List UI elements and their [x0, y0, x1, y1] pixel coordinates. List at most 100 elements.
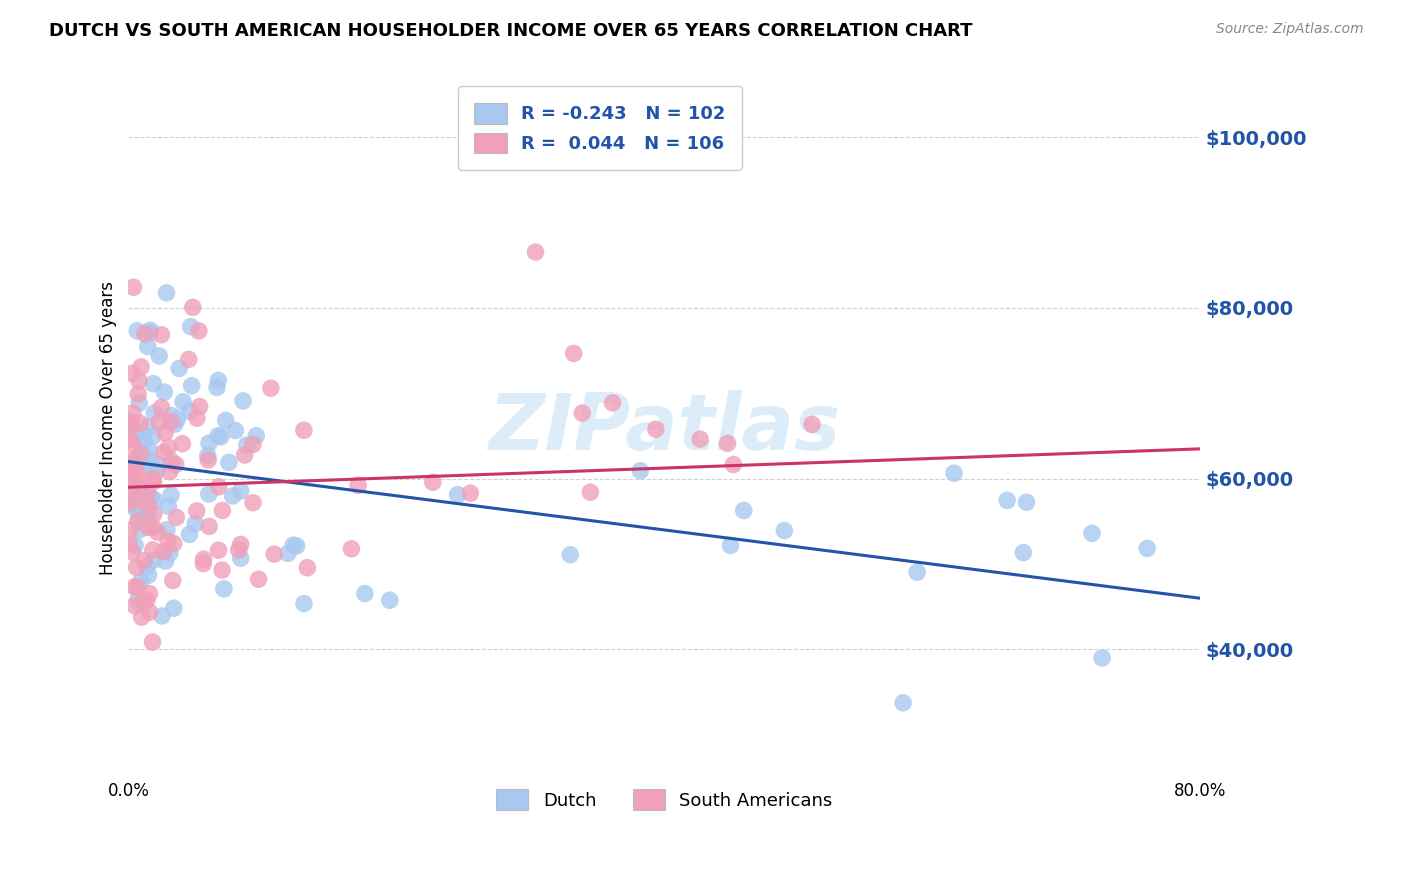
Point: [138, 568, 160, 582]
Text: ZIPatlas: ZIPatlas: [488, 390, 841, 466]
Point: [214, 413, 236, 427]
Point: [172, 394, 194, 409]
Point: [716, 436, 738, 450]
Point: [120, 476, 142, 491]
Point: [446, 488, 468, 502]
Point: [138, 505, 160, 519]
Point: [193, 557, 215, 571]
Point: [153, 425, 176, 440]
Point: [127, 387, 149, 401]
Point: [120, 419, 142, 434]
Point: [135, 450, 157, 465]
Point: [571, 406, 593, 420]
Point: [221, 489, 243, 503]
Point: [260, 381, 283, 395]
Point: [135, 511, 157, 525]
Point: [118, 433, 141, 447]
Point: [1012, 546, 1035, 560]
Point: [127, 493, 149, 508]
Point: [127, 593, 149, 607]
Point: [138, 605, 160, 619]
Point: [162, 574, 184, 588]
Point: [138, 499, 160, 513]
Point: [165, 510, 187, 524]
Point: [181, 300, 204, 314]
Legend: Dutch, South Americans: Dutch, South Americans: [482, 775, 848, 824]
Point: [245, 429, 267, 443]
Point: [292, 423, 315, 437]
Point: [124, 461, 146, 475]
Point: [187, 324, 209, 338]
Point: [127, 479, 149, 493]
Point: [198, 436, 221, 450]
Point: [122, 453, 145, 467]
Point: [118, 483, 141, 497]
Point: [143, 406, 166, 420]
Point: [122, 432, 145, 446]
Point: [150, 401, 173, 415]
Point: [135, 497, 157, 511]
Point: [142, 475, 165, 489]
Point: [723, 458, 745, 472]
Point: [242, 496, 264, 510]
Point: [562, 346, 585, 360]
Point: [142, 376, 165, 391]
Point: [136, 520, 159, 534]
Point: [120, 459, 142, 474]
Point: [127, 580, 149, 594]
Point: [124, 538, 146, 552]
Point: [208, 480, 231, 494]
Point: [125, 465, 148, 479]
Point: [122, 280, 145, 294]
Point: [198, 519, 221, 533]
Point: [157, 534, 180, 549]
Point: [132, 553, 155, 567]
Point: [124, 580, 146, 594]
Point: [136, 485, 159, 500]
Point: [129, 446, 152, 460]
Point: [159, 415, 181, 429]
Point: [160, 488, 183, 502]
Point: [139, 323, 162, 337]
Point: [135, 593, 157, 607]
Point: [340, 541, 363, 556]
Point: [120, 496, 142, 510]
Point: [132, 428, 155, 442]
Point: [125, 425, 148, 440]
Point: [197, 449, 219, 463]
Point: [232, 393, 254, 408]
Point: [943, 466, 966, 480]
Point: [773, 524, 796, 538]
Point: [121, 367, 143, 381]
Point: [139, 326, 162, 340]
Point: [152, 544, 174, 558]
Point: [212, 582, 235, 596]
Point: [121, 496, 143, 510]
Point: [132, 594, 155, 608]
Point: [118, 537, 141, 551]
Point: [1081, 526, 1104, 541]
Point: [142, 429, 165, 443]
Point: [283, 538, 305, 552]
Point: [148, 349, 170, 363]
Point: [120, 523, 142, 537]
Point: [131, 610, 153, 624]
Point: [285, 539, 308, 553]
Point: [127, 324, 149, 338]
Point: [1015, 495, 1038, 509]
Point: [247, 572, 270, 586]
Point: [163, 536, 186, 550]
Point: [277, 546, 299, 560]
Point: [211, 503, 233, 517]
Point: [263, 547, 285, 561]
Point: [148, 458, 170, 472]
Text: DUTCH VS SOUTH AMERICAN HOUSEHOLDER INCOME OVER 65 YEARS CORRELATION CHART: DUTCH VS SOUTH AMERICAN HOUSEHOLDER INCO…: [49, 22, 973, 40]
Point: [236, 438, 259, 452]
Point: [142, 520, 165, 534]
Point: [141, 635, 163, 649]
Y-axis label: Householder Income Over 65 years: Householder Income Over 65 years: [100, 280, 117, 574]
Point: [120, 414, 142, 428]
Point: [132, 507, 155, 521]
Point: [188, 400, 211, 414]
Point: [157, 500, 180, 514]
